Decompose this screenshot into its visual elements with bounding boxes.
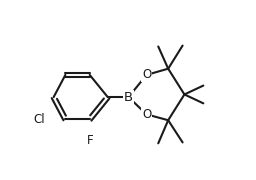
Text: Cl: Cl <box>33 113 45 126</box>
Text: O: O <box>142 68 151 81</box>
Text: B: B <box>124 91 133 104</box>
Text: O: O <box>142 108 151 121</box>
Text: F: F <box>87 134 93 147</box>
